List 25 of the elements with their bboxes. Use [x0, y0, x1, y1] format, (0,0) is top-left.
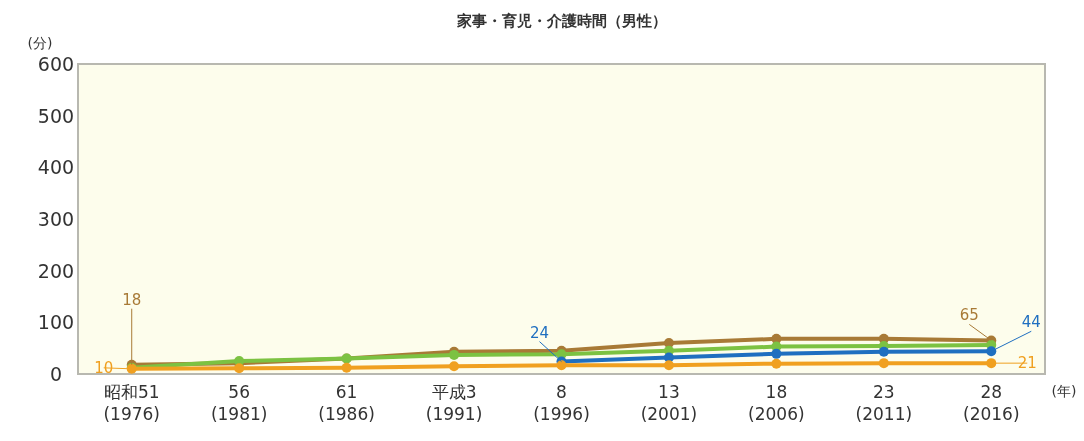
- y-tick-label: 500: [37, 104, 75, 127]
- x-axis-title: (年): [1051, 383, 1077, 399]
- data-label: 10: [94, 358, 114, 377]
- y-tick-label: 100: [37, 311, 75, 334]
- y-tick-label: 300: [37, 208, 75, 230]
- x-tick-label: 56 (1981): [210, 382, 268, 424]
- x-tick-label: 昭和51 (1976): [103, 382, 160, 424]
- x-tick-label: 23 (2011): [855, 382, 913, 424]
- x-tick-label: 28 (2016): [963, 382, 1020, 424]
- y-axis-title: (分): [27, 35, 53, 51]
- x-tick-label: 13 (2001): [640, 382, 698, 424]
- y-tick-label: 0: [49, 363, 63, 385]
- data-label: 24: [529, 323, 550, 342]
- chart-title: 家事・育児・介護時間（男性）: [455, 12, 667, 30]
- data-label: 65: [959, 306, 979, 325]
- data-label: 21: [1017, 354, 1037, 373]
- x-tick-label: 18 (2006): [748, 382, 805, 424]
- y-tick-label: 200: [37, 259, 75, 282]
- data-label: 44: [1021, 313, 1041, 332]
- data-label: 18: [122, 290, 142, 309]
- y-tick-label: 400: [37, 156, 75, 179]
- x-tick-label: 61 (1986): [318, 382, 375, 424]
- x-tick-label: 8 (1996): [533, 382, 590, 424]
- x-tick-label: 平成3 (1991): [425, 382, 483, 424]
- y-tick-label: 600: [37, 53, 75, 75]
